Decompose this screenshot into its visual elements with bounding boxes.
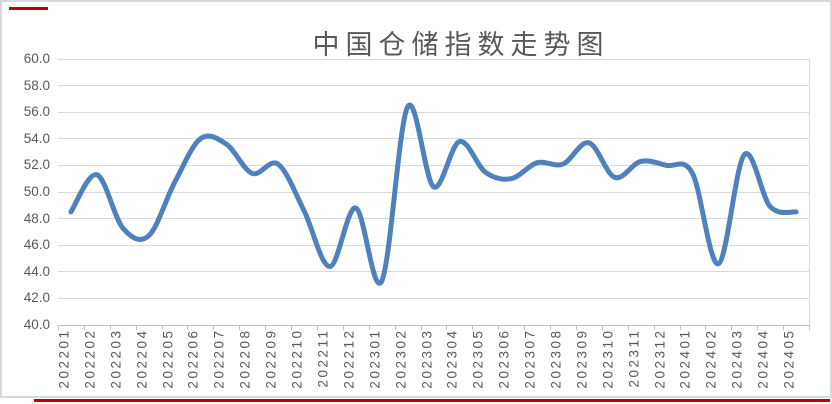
gridline (58, 244, 809, 246)
chart-title: 中国仓储指数走势图 (312, 30, 610, 61)
y-axis-tick-label: 58.0 (23, 77, 50, 93)
x-axis-tick (213, 325, 215, 330)
gridline (58, 191, 809, 193)
y-axis-tick-label: 48.0 (23, 210, 50, 226)
y-axis-tick-label: 40.0 (23, 317, 50, 332)
y-axis-tick-label: 54.0 (23, 130, 50, 146)
x-axis-tick (394, 325, 396, 330)
x-axis-tick (498, 325, 500, 330)
x-axis-tick (550, 325, 552, 330)
y-axis-tick-label: 60.0 (23, 51, 50, 66)
gridline (58, 324, 809, 326)
x-axis-tick (653, 325, 655, 330)
x-axis-tick (783, 325, 785, 330)
x-axis-tick (187, 325, 189, 330)
x-axis-tick (731, 325, 733, 330)
x-axis-tick (135, 325, 137, 330)
x-axis-tick (524, 325, 526, 330)
gridline (58, 271, 809, 273)
plot-right-border (809, 59, 810, 325)
y-axis-tick-label: 52.0 (23, 157, 50, 173)
gridline (58, 85, 809, 87)
x-axis-tick (316, 325, 318, 330)
x-axis-tick (472, 325, 474, 330)
gridline (58, 58, 809, 60)
x-axis-tick (368, 325, 370, 330)
annotation-red-line-top-left (9, 7, 48, 10)
x-axis-tick (291, 325, 293, 330)
x-axis-tick (575, 325, 577, 330)
x-axis-tick (420, 325, 422, 330)
x-axis-tick (705, 325, 707, 330)
x-axis-tick (627, 325, 629, 330)
x-axis-tick (809, 325, 810, 330)
series-line (68, 102, 799, 286)
gridline (58, 138, 809, 140)
x-axis-tick (679, 325, 681, 330)
y-axis-tick-label: 56.0 (23, 104, 50, 120)
x-axis-tick (446, 325, 448, 330)
y-axis-tick-label: 42.0 (23, 290, 50, 306)
x-axis-tick (601, 325, 603, 330)
y-axis-tick-label: 50.0 (23, 184, 50, 199)
x-axis-tick (161, 325, 163, 330)
gridline (58, 164, 809, 166)
y-axis-tick-label: 46.0 (23, 237, 50, 253)
x-axis-tick (83, 325, 85, 330)
x-axis-tick (757, 325, 759, 330)
x-axis-tick (342, 325, 344, 330)
y-axis-tick-label: 44.0 (23, 263, 50, 279)
gridline (58, 218, 809, 220)
x-axis-tick (109, 325, 111, 330)
x-axis-tick (58, 325, 59, 330)
x-axis-tick (239, 325, 241, 330)
gridline (58, 297, 809, 299)
x-axis-tick (265, 325, 267, 330)
annotation-red-line-bottom (34, 399, 830, 402)
gridline (58, 111, 809, 113)
